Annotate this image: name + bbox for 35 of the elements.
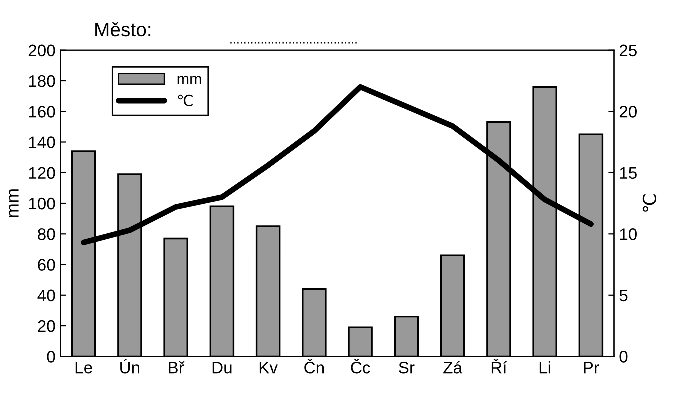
y2-tick-label: 15 xyxy=(620,167,637,180)
x-tick-label: Le xyxy=(76,362,92,374)
y2-tick-label: 0 xyxy=(620,351,628,363)
y-tick-label: 120 xyxy=(29,167,56,180)
x-tick-label: Čn xyxy=(304,359,324,374)
legend-label: mm xyxy=(178,76,202,84)
x-tick-label: Sr xyxy=(399,362,415,374)
x-tick-label: Zá xyxy=(444,361,463,374)
y-tick-label: 20 xyxy=(38,320,56,332)
x-tick-label: Du xyxy=(212,362,232,374)
x-tick-label: Ří xyxy=(492,359,508,374)
chart-title: Město: xyxy=(96,22,151,37)
x-tick-label: Kv xyxy=(260,362,278,374)
y-tick-label: 180 xyxy=(29,75,56,88)
x-tick-label: Pr xyxy=(584,362,600,374)
legend-label: ℃ xyxy=(178,94,193,106)
y-tick-label: 140 xyxy=(29,136,56,148)
y-tick-label: 40 xyxy=(38,290,56,302)
x-tick-label: Čc xyxy=(351,359,370,374)
y2-tick-label: 20 xyxy=(620,106,637,118)
x-tick-label: Ún xyxy=(120,359,140,374)
text: ..................................... xyxy=(230,42,357,44)
y-tick-label: 60 xyxy=(38,259,56,271)
y2-axis-title: ℃ xyxy=(642,194,657,212)
y-tick-label: 200 xyxy=(28,44,56,57)
y-tick-label: 0 xyxy=(47,351,56,363)
y-tick-label: 100 xyxy=(29,198,56,210)
y-tick-label: 80 xyxy=(38,228,56,240)
y2-tick-label: 5 xyxy=(620,290,628,302)
x-tick-label: Bř xyxy=(169,361,185,374)
y-tick-label: 160 xyxy=(29,106,56,118)
x-tick-label: Li xyxy=(540,362,550,374)
y2-tick-label: 10 xyxy=(620,228,637,240)
y-axis-title: mm xyxy=(9,190,19,218)
y2-tick-label: 25 xyxy=(620,44,637,57)
